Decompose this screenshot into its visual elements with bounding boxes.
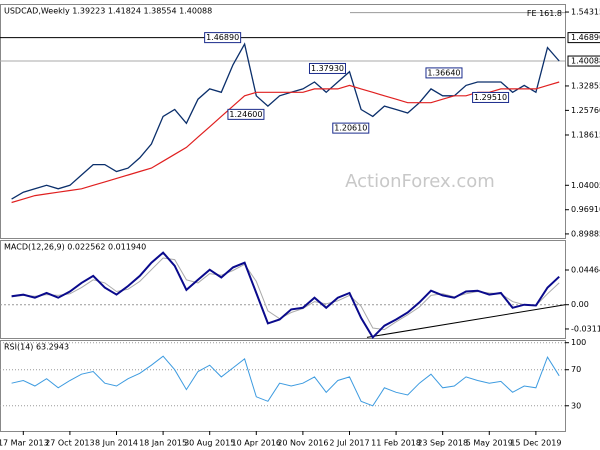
annotation-box	[425, 67, 463, 79]
annotation-box	[472, 91, 510, 103]
series-line	[11, 81, 560, 204]
series-line	[11, 355, 560, 407]
y-tick-label: 1.54315	[571, 8, 600, 17]
x-tick-label: 5 May 2019	[466, 439, 513, 448]
level-box	[567, 55, 600, 67]
annotation-box	[204, 32, 242, 44]
annotation-label: 1.36640	[427, 68, 460, 77]
annotation-label: 1.46890	[206, 33, 239, 42]
annotation-box	[227, 108, 265, 120]
x-tick-label: 30 Aug 2015	[184, 439, 235, 448]
y-tick-label: 100	[571, 338, 586, 347]
panel-frame	[0, 340, 566, 432]
level-label: 1.40088	[571, 57, 600, 66]
x-tick-label: 15 Dec 2019	[510, 439, 561, 448]
annotation-label: 1.24600	[229, 110, 262, 119]
x-tick-label: 20 Nov 2016	[277, 439, 328, 448]
level-box	[567, 32, 600, 44]
x-tick-label: 10 Apr 2016	[232, 439, 281, 448]
level-label: FE 161.8	[527, 9, 562, 18]
x-tick-label: 27 Oct 2013	[45, 439, 94, 448]
y-tick-label: -0.031183	[571, 324, 600, 333]
panel-title: MACD(12,26,9) 0.022562 0.011940	[4, 243, 146, 252]
y-tick-label: 1.04005	[571, 181, 600, 190]
y-tick-label: 30	[571, 401, 581, 410]
y-tick-label: 1.32855	[571, 81, 600, 90]
panel-frame	[0, 240, 566, 339]
panel-frame	[0, 4, 566, 239]
x-tick-label: 8 Jun 2014	[95, 439, 138, 448]
x-tick-label: 2 Jul 2017	[329, 439, 369, 448]
y-tick-label: 0.044642	[571, 265, 600, 274]
annotation-label: 1.37930	[311, 64, 344, 73]
y-tick-label: 70	[571, 365, 581, 374]
annotation-label: 1.20610	[334, 124, 367, 133]
series-line	[11, 251, 560, 340]
x-tick-label: 17 Mar 2013	[0, 439, 49, 448]
series-line	[11, 42, 560, 200]
y-tick-label: 1.25760	[571, 106, 600, 115]
y-tick-label: 0.89885	[571, 229, 600, 238]
annotation-label: 1.29510	[474, 93, 507, 102]
trend-line	[366, 304, 566, 338]
annotation-box	[308, 62, 346, 74]
x-tick-label: 23 Sep 2018	[417, 439, 468, 448]
panel-title: RSI(14) 63.2943	[4, 343, 69, 352]
level-label: 1.46890	[571, 33, 600, 42]
y-tick-label: 0.00	[571, 300, 589, 309]
y-tick-label: 1.18615	[571, 130, 600, 139]
watermark: ActionForex.com	[345, 171, 495, 192]
x-tick-label: 11 Feb 2018	[371, 439, 421, 448]
panel-title: USDCAD,Weekly 1.39223 1.41824 1.38554 1.…	[4, 7, 212, 16]
x-tick-label: 18 Jan 2015	[139, 439, 187, 448]
annotation-box	[332, 122, 370, 134]
